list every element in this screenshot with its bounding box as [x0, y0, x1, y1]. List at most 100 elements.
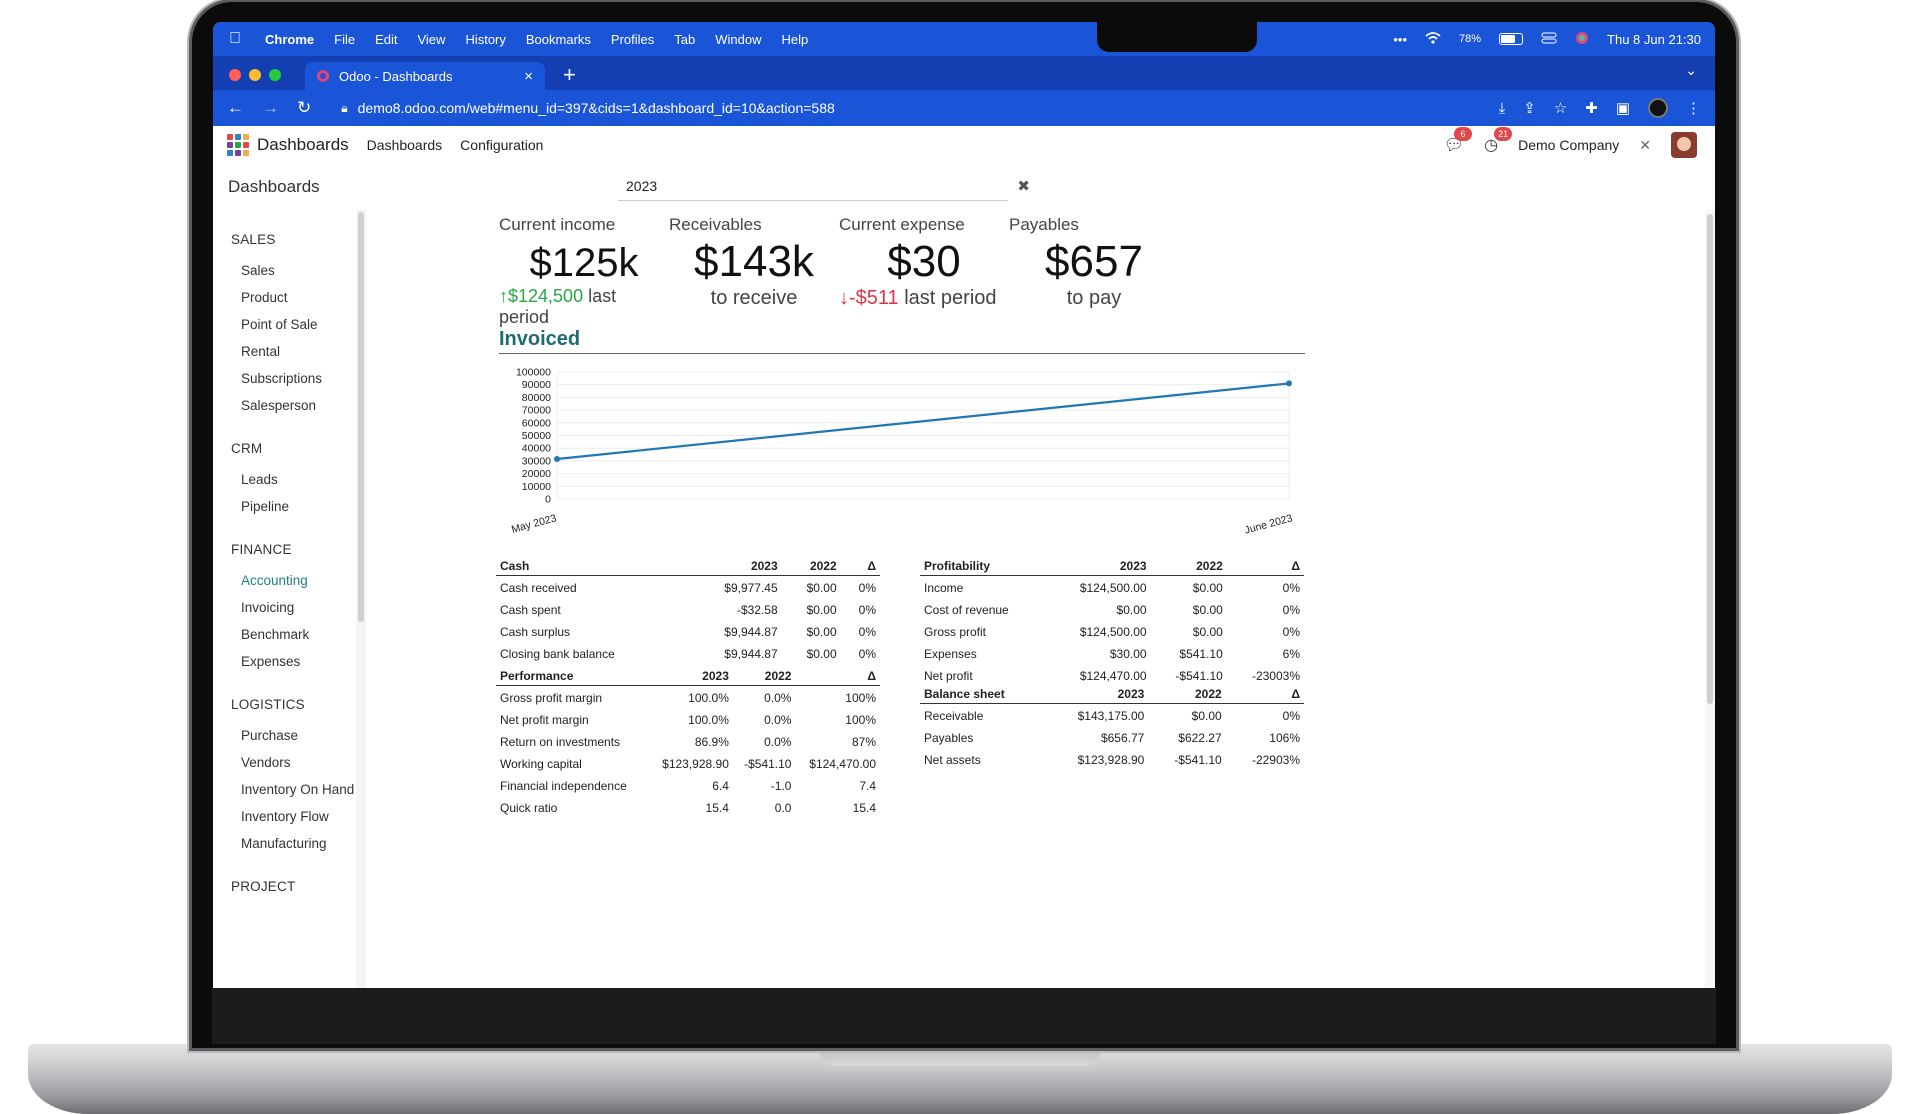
menu-tab[interactable]: Tab [674, 31, 696, 47]
tab-close-icon[interactable]: × [524, 67, 533, 85]
messages-icon[interactable]: 💬︎ 6 [1444, 127, 1472, 155]
cell-2022: -1.0 [770, 778, 792, 793]
browser-nav-buttons: ← → ↻ [227, 98, 311, 118]
share-icon[interactable]: ⇪ [1523, 100, 1536, 117]
back-arrow-icon[interactable]: ← [227, 98, 244, 117]
control-center-icon[interactable] [1541, 32, 1557, 47]
menu-profiles[interactable]: Profiles [610, 31, 655, 47]
y-tick-label: 100000 [516, 367, 551, 379]
main-scrollbar[interactable] [1705, 210, 1715, 988]
activities-clock-icon[interactable]: ◷ 21 [1484, 127, 1513, 155]
address-url[interactable]: demo8.odoo.com/web#menu_id=397&cids=1&da… [357, 100, 835, 116]
invoiced-line-chart[interactable]: 0100002000030000400005000060000700008000… [499, 360, 1305, 536]
search-facet[interactable]: 2023 [626, 178, 658, 194]
menu-edit[interactable]: Edit [375, 31, 398, 47]
menu-view[interactable]: View [417, 31, 446, 47]
dashboards-app-icon[interactable] [227, 134, 249, 156]
menu-help[interactable]: Help [781, 31, 809, 47]
lock-icon[interactable]: 🔒︎ [341, 100, 348, 115]
browser-tab-active[interactable]: Odoo - Dashboards × [305, 62, 545, 90]
profile-avatar-icon[interactable] [1648, 98, 1668, 118]
new-tab-icon[interactable]: + [563, 62, 576, 87]
kpi-payables[interactable]: Payables $657 to pay [1009, 215, 1179, 310]
y-tick-label: 70000 [522, 405, 551, 417]
forward-arrow-icon[interactable]: → [262, 98, 279, 117]
browser-menu-icon[interactable]: ⋮ [1686, 100, 1701, 117]
sidebar-item-purchase[interactable]: Purchase [241, 728, 299, 743]
sidebar-item-rental[interactable]: Rental [241, 344, 281, 359]
cell-delta: 0% [1282, 580, 1300, 595]
sidebar-item-sales[interactable]: Sales [241, 263, 275, 278]
row-label: Cash received [500, 580, 577, 595]
menu-history[interactable]: History [465, 31, 506, 47]
menubar-datetime[interactable]: Thu 8 Jun 21:30 [1607, 31, 1701, 47]
sidebar-item-vendors[interactable]: Vendors [241, 755, 291, 770]
app-title[interactable]: Dashboards [257, 135, 349, 154]
kpi-label: Current income [499, 215, 616, 234]
debug-tools-icon[interactable]: ✕ [1639, 136, 1651, 153]
company-switcher[interactable]: Demo Company [1518, 137, 1620, 153]
data-point [554, 455, 560, 462]
wifi-icon[interactable] [1425, 31, 1441, 47]
extensions-icon[interactable]: ✚ [1585, 100, 1598, 117]
series-line [556, 382, 1290, 461]
cell-delta: 15.4 [852, 800, 876, 815]
sidebar-scrollbar-thumb[interactable] [358, 212, 364, 622]
table-row: Quick ratio 15.4 0.0 15.4 [496, 796, 880, 818]
table-row: Receivable $143,175.00 $0.00 0% [920, 704, 1304, 727]
sidebar-item-pipeline[interactable]: Pipeline [241, 499, 290, 514]
sidebar-item-product[interactable]: Product [241, 290, 288, 305]
more-icon[interactable]: ••• [1393, 31, 1407, 47]
sidebar-item-invoicing[interactable]: Invoicing [241, 600, 295, 615]
cell-2023: 100.0% [688, 712, 729, 727]
cell-2023: $9,944.87 [724, 624, 778, 639]
menu-app-name[interactable]: Chrome [265, 31, 315, 47]
x-tick-label: June 2023 [1243, 512, 1294, 535]
table-header: 2022 [1148, 682, 1226, 704]
reload-icon[interactable]: ↻ [297, 98, 312, 117]
menu-bookmarks[interactable]: Bookmarks [525, 31, 591, 47]
sidebar-item-salesperson[interactable]: Salesperson [241, 398, 317, 413]
sidebar-item-benchmark[interactable]: Benchmark [241, 627, 310, 642]
sidebar-item-inventory-on-hand[interactable]: Inventory On Hand [241, 782, 355, 797]
cell-2023: 86.9% [694, 734, 729, 749]
menu-file[interactable]: File [334, 31, 356, 47]
kpi-receivables[interactable]: Receivables $143k to receive [669, 215, 839, 310]
menu-window[interactable]: Window [715, 31, 762, 47]
window-close-button[interactable] [229, 69, 241, 81]
sidebar-item-expenses[interactable]: Expenses [241, 654, 301, 669]
kpi-label: Payables [1009, 215, 1079, 234]
kpi-current-expense[interactable]: Current expense $30 ↓-$511 last period [839, 215, 1009, 310]
side-panel-icon[interactable]: ▣ [1615, 100, 1630, 117]
sidebar-item-subscriptions[interactable]: Subscriptions [241, 371, 323, 386]
row-label: Cash spent [500, 602, 561, 617]
siri-icon[interactable] [1575, 31, 1589, 48]
row-label: Cash surplus [500, 624, 571, 639]
cell-2023: 100.0% [688, 690, 729, 705]
table-row: Payables $656.77 $622.27 106% [920, 726, 1304, 748]
kpi-current-income[interactable]: Current income $125k ↑$124,500 last peri… [499, 215, 669, 328]
main-scrollbar-thumb[interactable] [1707, 214, 1713, 704]
window-minimize-button[interactable] [249, 69, 261, 81]
battery-icon[interactable] [1499, 33, 1524, 45]
nav-dashboards[interactable]: Dashboards [366, 137, 443, 153]
clear-search-icon[interactable]: ✖ [1017, 178, 1030, 195]
table-row: Net profit margin 100.0% 0.0% 100% [496, 708, 880, 730]
kpi-label: Receivables [669, 215, 762, 234]
window-zoom-button[interactable] [269, 69, 281, 81]
search-bar[interactable]: 2023 ✖ [618, 172, 1030, 201]
sidebar-item-manufacturing[interactable]: Manufacturing [241, 836, 327, 851]
sidebar-item-leads[interactable]: Leads [241, 472, 278, 487]
sidebar-section-crm: CRM [231, 441, 263, 456]
sidebar-item-inventory-flow[interactable]: Inventory Flow [241, 809, 329, 824]
sidebar-scrollbar[interactable] [356, 210, 366, 988]
apple-icon[interactable]:  [229, 30, 253, 48]
address-bar[interactable]: 🔒︎ demo8.odoo.com/web#menu_id=397&cids=1… [341, 100, 835, 116]
bookmark-star-icon[interactable]: ☆ [1553, 100, 1568, 117]
sidebar-item-point-of-sale[interactable]: Point of Sale [241, 317, 318, 332]
user-avatar[interactable] [1671, 132, 1697, 158]
install-icon[interactable]: ⤓ [1498, 99, 1506, 117]
tab-search-chevron-icon[interactable]: ⌄ [1685, 62, 1697, 78]
nav-configuration[interactable]: Configuration [460, 137, 544, 153]
sidebar-item-accounting[interactable]: Accounting [241, 573, 308, 588]
